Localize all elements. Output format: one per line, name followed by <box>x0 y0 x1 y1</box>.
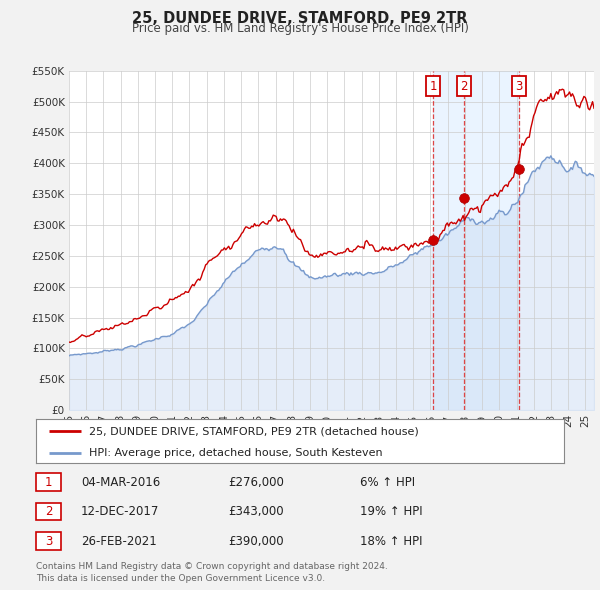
Text: 6% ↑ HPI: 6% ↑ HPI <box>360 476 415 489</box>
Text: 1: 1 <box>45 476 52 489</box>
Text: £276,000: £276,000 <box>228 476 284 489</box>
Text: 2: 2 <box>460 80 468 93</box>
Text: Contains HM Land Registry data © Crown copyright and database right 2024.
This d: Contains HM Land Registry data © Crown c… <box>36 562 388 583</box>
Text: 04-MAR-2016: 04-MAR-2016 <box>81 476 160 489</box>
Text: 3: 3 <box>515 80 523 93</box>
Text: £343,000: £343,000 <box>228 505 284 518</box>
Text: 1: 1 <box>430 80 437 93</box>
Text: HPI: Average price, detached house, South Kesteven: HPI: Average price, detached house, Sout… <box>89 448 382 458</box>
Text: 25, DUNDEE DRIVE, STAMFORD, PE9 2TR: 25, DUNDEE DRIVE, STAMFORD, PE9 2TR <box>132 11 468 25</box>
Text: 26-FEB-2021: 26-FEB-2021 <box>81 535 157 548</box>
Text: 25, DUNDEE DRIVE, STAMFORD, PE9 2TR (detached house): 25, DUNDEE DRIVE, STAMFORD, PE9 2TR (det… <box>89 427 419 436</box>
Text: £390,000: £390,000 <box>228 535 284 548</box>
Bar <box>433 71 519 410</box>
Text: 18% ↑ HPI: 18% ↑ HPI <box>360 535 422 548</box>
Text: 19% ↑ HPI: 19% ↑ HPI <box>360 505 422 518</box>
Text: 2: 2 <box>45 505 52 518</box>
Text: Price paid vs. HM Land Registry's House Price Index (HPI): Price paid vs. HM Land Registry's House … <box>131 22 469 35</box>
Text: 3: 3 <box>45 535 52 548</box>
Text: 12-DEC-2017: 12-DEC-2017 <box>81 505 160 518</box>
